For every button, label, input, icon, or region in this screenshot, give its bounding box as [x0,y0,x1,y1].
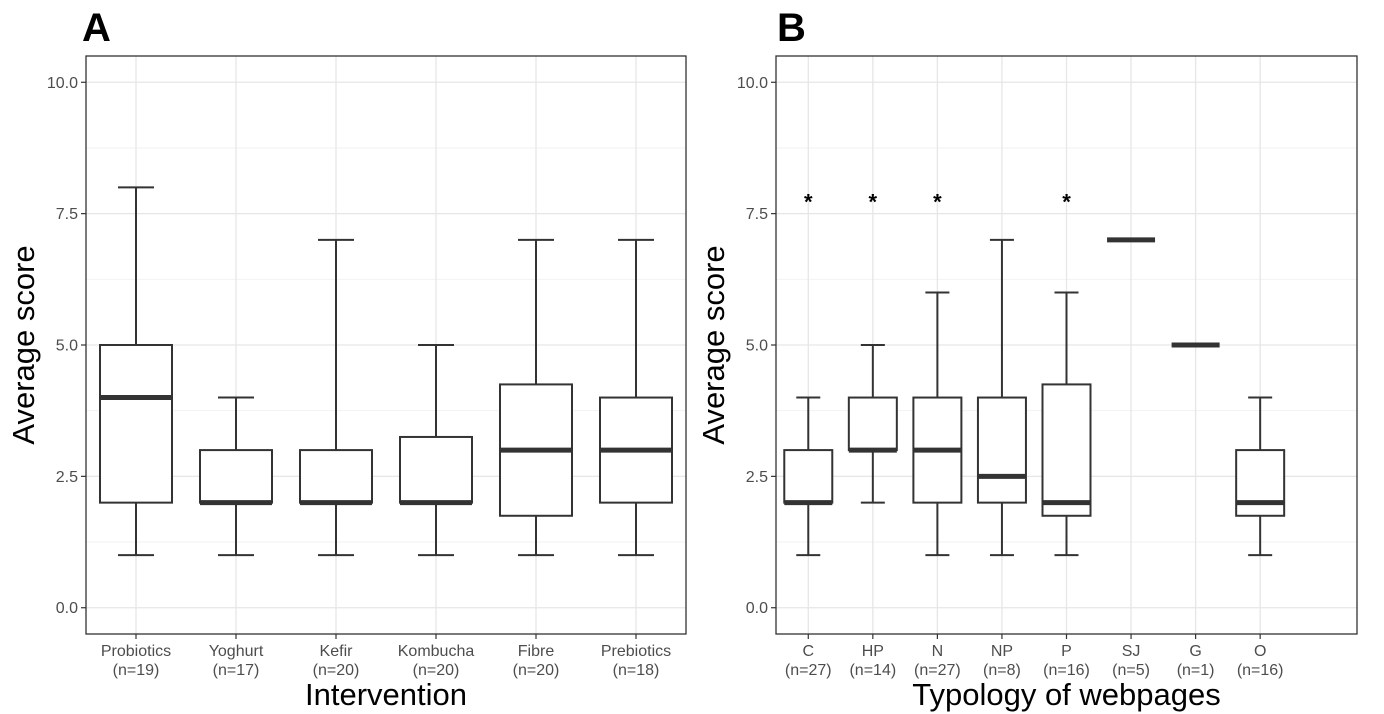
x-tick-label: P [1061,643,1072,660]
panel-a: A 0.0 2.5 5.0 7.5 10.0 Probiotics (n=19) Yoghurt… [6,6,687,712]
significance-star: * [869,190,878,215]
box-fibre [499,238,573,557]
x-tick-count: (n=5) [1112,662,1150,679]
y-axis-title: Average score [696,245,731,444]
x-tick-label: C [802,643,814,660]
y-tick-label: 7.5 [746,206,768,223]
iqr-box [99,344,173,504]
x-tick-label: NP [991,643,1013,660]
panel-letter: A [82,6,111,50]
x-tick-label: Fibre [518,643,555,660]
panel-letter: B [777,6,806,50]
x-tick-count: (n=20) [313,662,360,679]
y-tick-label: 5.0 [56,338,78,355]
box-p: * [1041,190,1092,557]
x-tick-label: SJ [1122,643,1141,660]
box-n: * [912,190,963,557]
iqr-box [783,449,834,504]
x-tick-count: (n=14) [849,662,896,679]
iqr-box [847,396,898,452]
x-tick-label: Probiotics [101,643,171,660]
iqr-box [199,449,273,504]
x-axis-title: Intervention [305,677,467,712]
box-np [976,238,1027,557]
significance-star: * [933,190,942,215]
box-hp: * [847,190,898,504]
box-yoghurt [199,396,273,557]
box-probiotics [99,186,173,557]
x-tick-label: Prebiotics [601,643,671,660]
y-tick-label: 10.0 [47,75,78,92]
x-tick-count: (n=16) [1043,662,1090,679]
box-kombucha [399,344,473,557]
x-tick-count: (n=1) [1177,662,1215,679]
x-tick-label: Yoghurt [209,643,264,660]
x-tick-label: Kefir [320,643,354,660]
x-tick-count: (n=17) [213,662,260,679]
y-tick-label: 0.0 [746,600,768,617]
y-tick-label: 2.5 [56,469,78,486]
iqr-box [1235,449,1286,517]
x-tick-count: (n=16) [1237,662,1284,679]
x-tick-label: HP [862,643,884,660]
x-tick-count: (n=19) [113,662,160,679]
y-tick-label: 2.5 [746,469,768,486]
significance-star: * [804,190,813,215]
y-axis-title: Average score [6,245,41,444]
panel-border [775,55,1358,635]
box-prebiotics [599,238,673,557]
x-tick-count: (n=27) [785,662,832,679]
x-tick-label: Kombucha [398,643,475,660]
x-tick-label: N [932,643,944,660]
iqr-box [399,435,473,504]
panel-b: B 0.0 2.5 5.0 7.5 10.0 * C (n=27) * HP (n=14) * N (n=2… [696,6,1358,712]
y-tick-label: 7.5 [56,206,78,223]
x-tick-label: O [1254,643,1266,660]
iqr-box [299,449,373,504]
y-tick-label: 5.0 [746,338,768,355]
significance-star: * [1062,190,1071,215]
x-tick-count: (n=20) [513,662,560,679]
iqr-box [976,396,1027,504]
x-tick-count: (n=27) [914,662,961,679]
x-tick-label: G [1189,643,1201,660]
panel-border [85,55,687,635]
y-tick-label: 0.0 [56,600,78,617]
box-kefir [299,238,373,557]
iqr-box [1041,383,1092,517]
x-axis-title: Typology of webpages [912,677,1221,712]
x-tick-count: (n=8) [983,662,1021,679]
box-c: * [783,190,834,557]
x-tick-count: (n=20) [413,662,460,679]
y-tick-label: 10.0 [737,75,768,92]
box-o [1235,396,1286,557]
x-tick-count: (n=18) [613,662,660,679]
